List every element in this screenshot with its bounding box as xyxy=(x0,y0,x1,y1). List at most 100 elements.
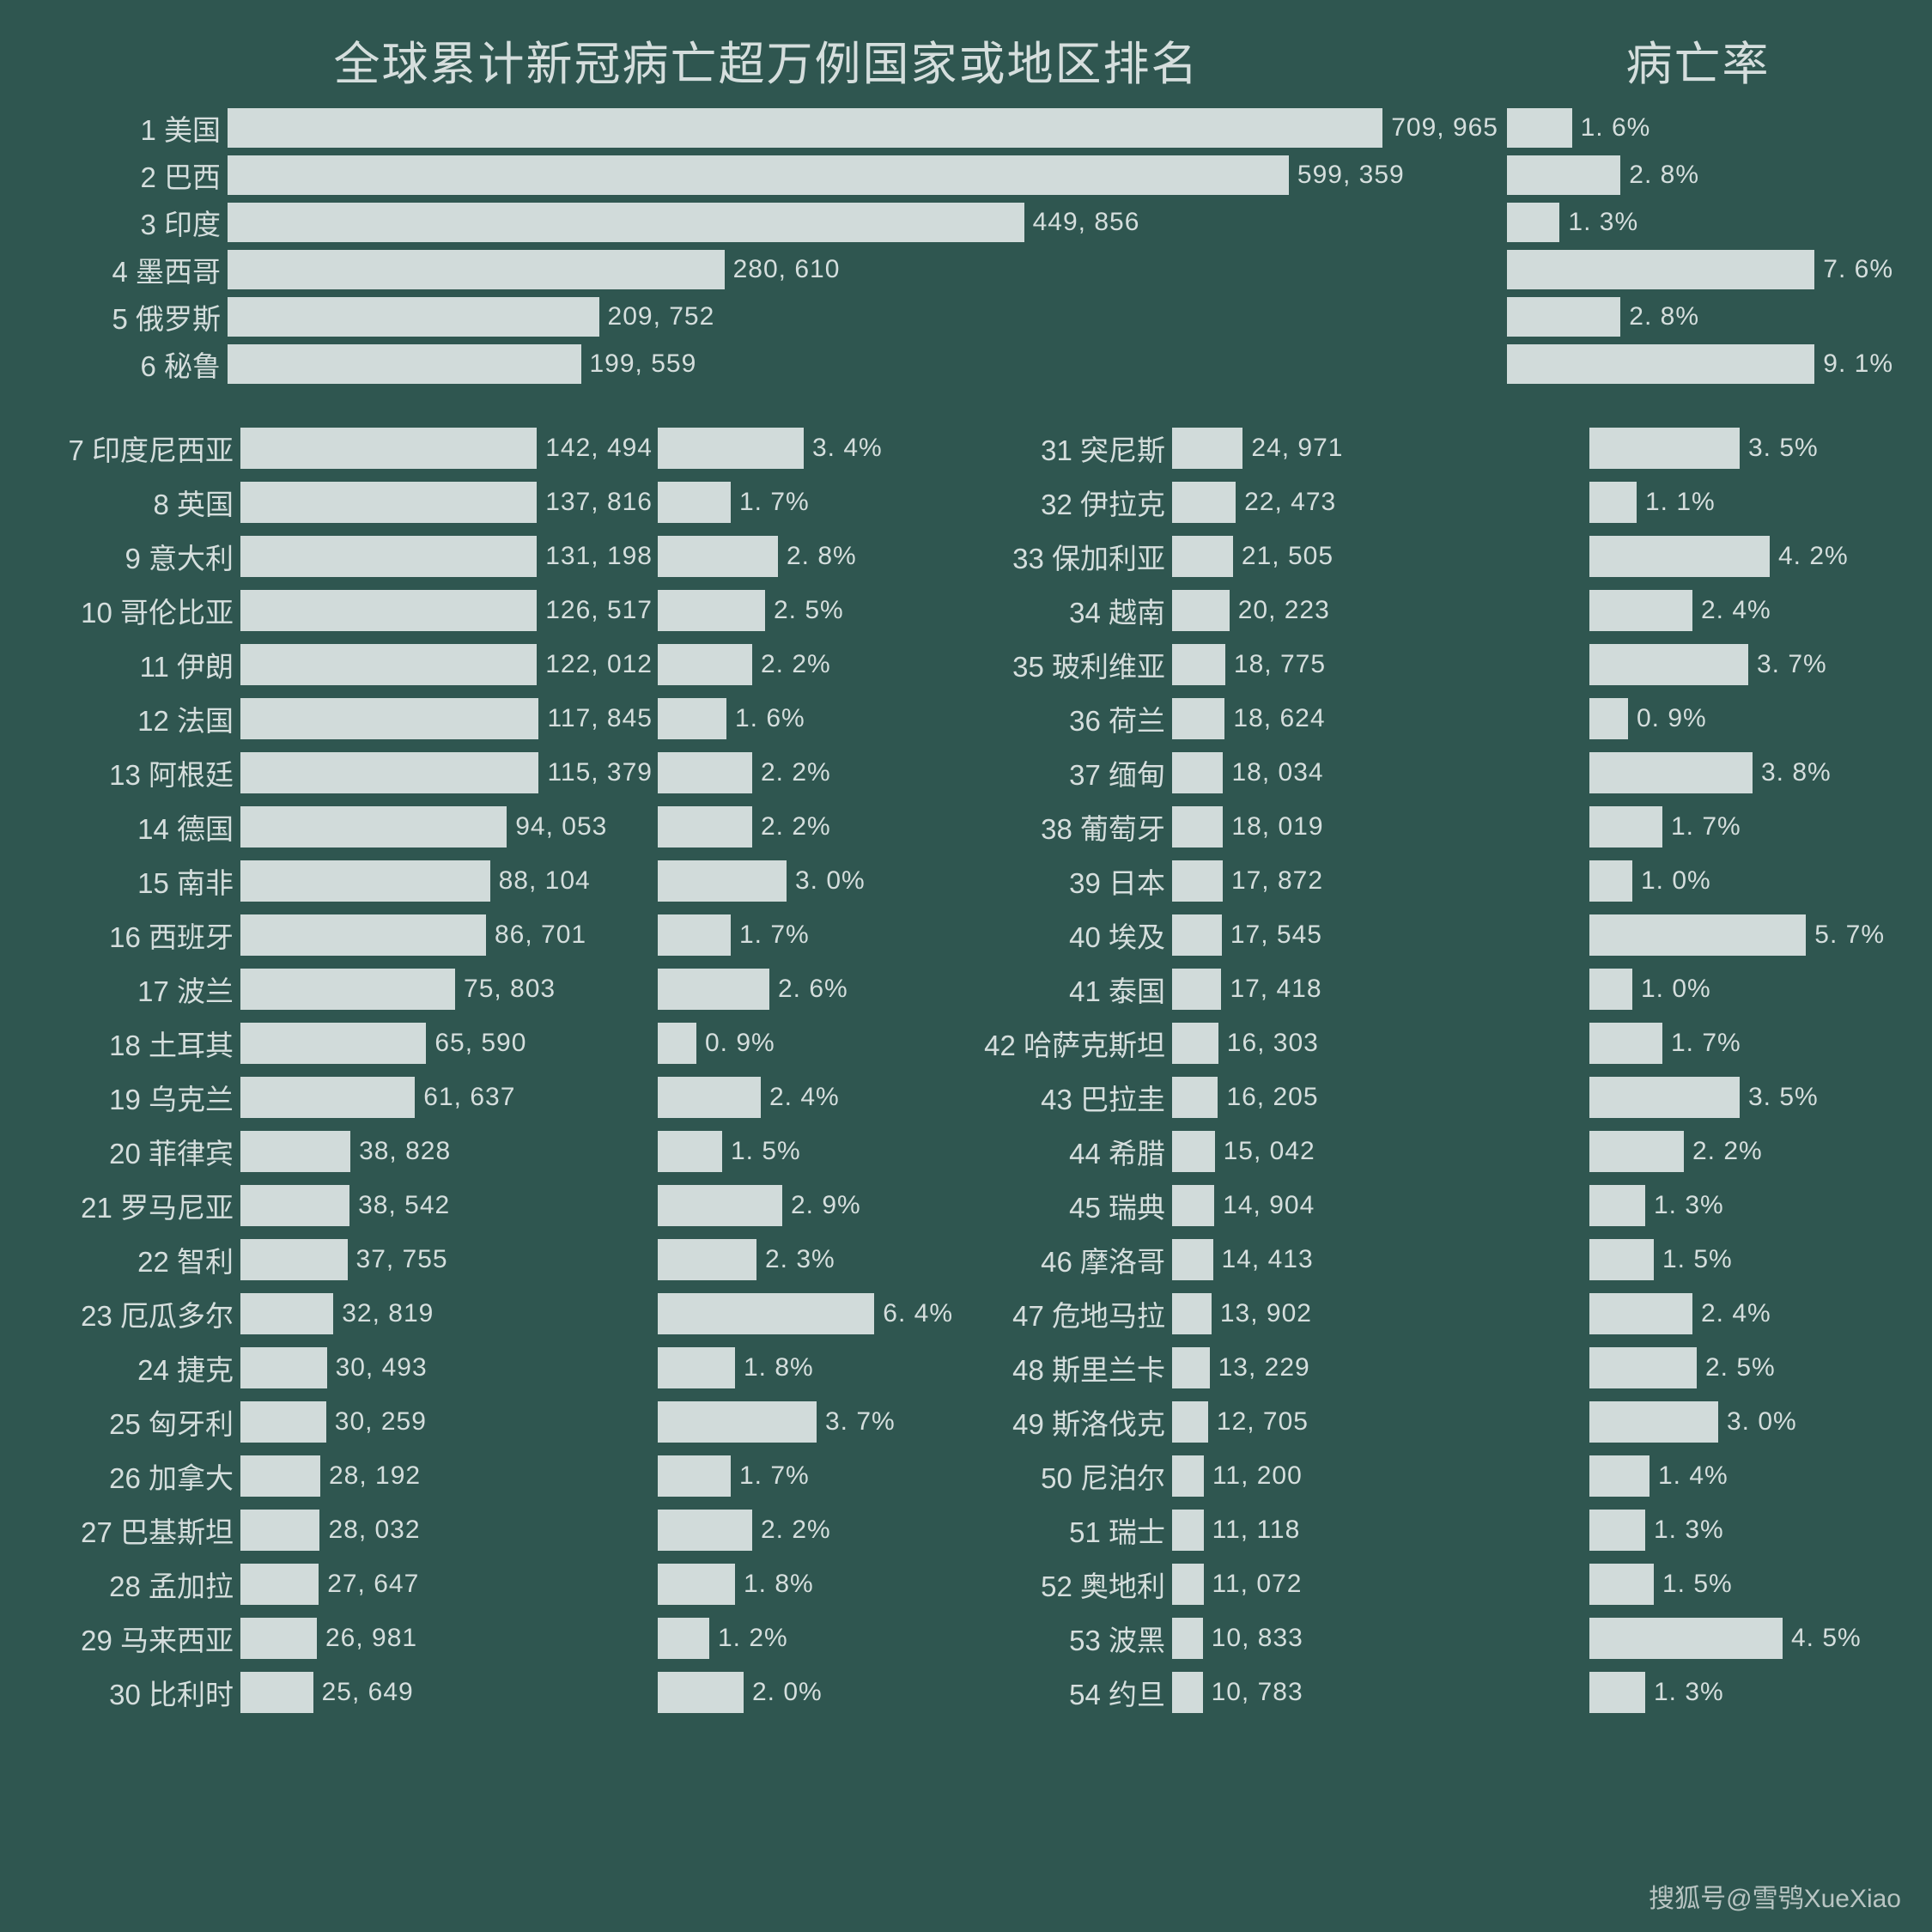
deaths-bar-area: 28, 192 xyxy=(240,1455,653,1497)
deaths-bar-area: 16, 205 xyxy=(1172,1077,1584,1118)
row-label: 37 缅甸 xyxy=(966,752,1172,793)
rate-bar xyxy=(1589,590,1692,631)
main-title: 全球累计新冠病亡超万例国家或地区排名 xyxy=(34,26,1498,94)
deaths-bar xyxy=(228,155,1289,195)
deaths-bar xyxy=(240,806,507,848)
rate-value: 2. 5% xyxy=(774,596,844,625)
deaths-bar-area: 709, 965 xyxy=(228,108,1498,148)
deaths-bar-area: 18, 034 xyxy=(1172,752,1584,793)
lower-row: 17 波兰75, 8032. 6% xyxy=(34,963,966,1015)
deaths-bar xyxy=(240,969,455,1010)
rate-value: 1. 7% xyxy=(739,1461,810,1491)
deaths-value: 18, 034 xyxy=(1231,758,1323,787)
rate-bar xyxy=(658,1293,874,1334)
rate-bar-area: 1. 7% xyxy=(1584,806,1885,848)
watermark: 搜狐号@雪鸮XueXiao xyxy=(1649,1877,1901,1915)
deaths-bar xyxy=(240,698,538,739)
deaths-bar-area: 18, 019 xyxy=(1172,806,1584,848)
lower-row: 27 巴基斯坦28, 0322. 2% xyxy=(34,1504,966,1556)
rate-value: 7. 6% xyxy=(1823,255,1893,284)
rate-bar-area: 1. 1% xyxy=(1584,482,1885,523)
deaths-value: 449, 856 xyxy=(1033,208,1140,237)
rate-value: 6. 4% xyxy=(883,1299,953,1328)
deaths-bar-area: 94, 053 xyxy=(240,806,653,848)
lower-row: 26 加拿大28, 1921. 7% xyxy=(34,1450,966,1502)
lower-row: 40 埃及17, 5455. 7% xyxy=(966,909,1898,961)
lower-row: 49 斯洛伐克12, 7053. 0% xyxy=(966,1396,1898,1448)
rate-bar xyxy=(1589,1618,1783,1659)
deaths-bar xyxy=(1172,482,1236,523)
rate-bar xyxy=(1589,1455,1649,1497)
rate-bar xyxy=(1589,806,1662,848)
rate-bar-area: 1. 0% xyxy=(1584,969,1885,1010)
lower-row: 28 孟加拉27, 6471. 8% xyxy=(34,1558,966,1610)
deaths-value: 14, 904 xyxy=(1223,1191,1315,1220)
rate-bar xyxy=(658,428,804,469)
deaths-value: 137, 816 xyxy=(545,488,653,517)
deaths-value: 88, 104 xyxy=(499,866,591,896)
rate-bar xyxy=(1589,969,1632,1010)
deaths-bar xyxy=(1172,1131,1215,1172)
lower-row: 25 匈牙利30, 2593. 7% xyxy=(34,1396,966,1448)
deaths-value: 86, 701 xyxy=(495,920,586,950)
deaths-bar-area: 28, 032 xyxy=(240,1510,653,1551)
row-label: 8 英国 xyxy=(34,482,240,523)
lower-row: 34 越南20, 2232. 4% xyxy=(966,585,1898,636)
lower-row: 52 奥地利11, 0721. 5% xyxy=(966,1558,1898,1610)
rate-bar-area: 2. 2% xyxy=(653,644,953,685)
rate-value: 2. 9% xyxy=(791,1191,861,1220)
rate-bar xyxy=(658,1401,817,1443)
deaths-bar xyxy=(1172,969,1221,1010)
deaths-bar xyxy=(240,1455,320,1497)
deaths-bar xyxy=(1172,1023,1218,1064)
deaths-bar-area: 280, 610 xyxy=(228,250,1498,289)
rate-bar xyxy=(1507,344,1814,384)
rate-bar xyxy=(1589,860,1632,902)
lower-row: 32 伊拉克22, 4731. 1% xyxy=(966,477,1898,528)
rate-value: 1. 2% xyxy=(718,1624,788,1653)
deaths-bar xyxy=(240,1023,426,1064)
lower-row: 41 泰国17, 4181. 0% xyxy=(966,963,1898,1015)
deaths-bar-area: 18, 624 xyxy=(1172,698,1584,739)
deaths-bar xyxy=(1172,914,1222,956)
deaths-bar-area: 17, 418 xyxy=(1172,969,1584,1010)
rate-bar-area: 6. 4% xyxy=(653,1293,953,1334)
rate-value: 1. 0% xyxy=(1641,975,1711,1004)
deaths-bar-area: 11, 118 xyxy=(1172,1510,1584,1551)
rate-bar xyxy=(658,1131,722,1172)
deaths-bar-area: 37, 755 xyxy=(240,1239,653,1280)
rate-bar xyxy=(658,1618,709,1659)
rate-value: 3. 4% xyxy=(812,434,883,463)
row-label: 38 葡萄牙 xyxy=(966,806,1172,848)
deaths-value: 115, 379 xyxy=(547,758,653,787)
rate-bar-area: 1. 4% xyxy=(1584,1455,1885,1497)
rate-bar-area: 1. 3% xyxy=(1498,203,1893,242)
deaths-value: 24, 971 xyxy=(1251,434,1343,463)
rate-value: 1. 5% xyxy=(1662,1245,1733,1274)
lower-row: 8 英国137, 8161. 7% xyxy=(34,477,966,528)
lower-row: 46 摩洛哥14, 4131. 5% xyxy=(966,1234,1898,1285)
deaths-bar xyxy=(228,108,1382,148)
deaths-value: 126, 517 xyxy=(545,596,653,625)
row-label: 14 德国 xyxy=(34,806,240,848)
rate-bar xyxy=(1589,1185,1645,1226)
lower-row: 12 法国117, 8451. 6% xyxy=(34,693,966,744)
deaths-bar-area: 115, 379 xyxy=(240,752,653,793)
rate-value: 2. 8% xyxy=(1629,302,1699,331)
row-label: 42 哈萨克斯坦 xyxy=(966,1023,1172,1064)
row-label: 28 孟加拉 xyxy=(34,1564,240,1605)
deaths-bar xyxy=(1172,1455,1204,1497)
rate-bar xyxy=(1589,1672,1645,1713)
rate-bar xyxy=(658,1023,696,1064)
deaths-bar xyxy=(240,1347,327,1388)
deaths-bar-area: 13, 902 xyxy=(1172,1293,1584,1334)
deaths-value: 199, 559 xyxy=(590,349,697,379)
deaths-bar xyxy=(240,1185,349,1226)
rate-bar xyxy=(1507,250,1814,289)
deaths-bar-area: 599, 359 xyxy=(228,155,1498,195)
deaths-bar xyxy=(1172,1672,1203,1713)
top6-row: 2 巴西599, 3592. 8% xyxy=(34,153,1898,197)
rate-value: 3. 7% xyxy=(825,1407,896,1437)
deaths-value: 117, 845 xyxy=(547,704,653,733)
rate-value: 1. 0% xyxy=(1641,866,1711,896)
